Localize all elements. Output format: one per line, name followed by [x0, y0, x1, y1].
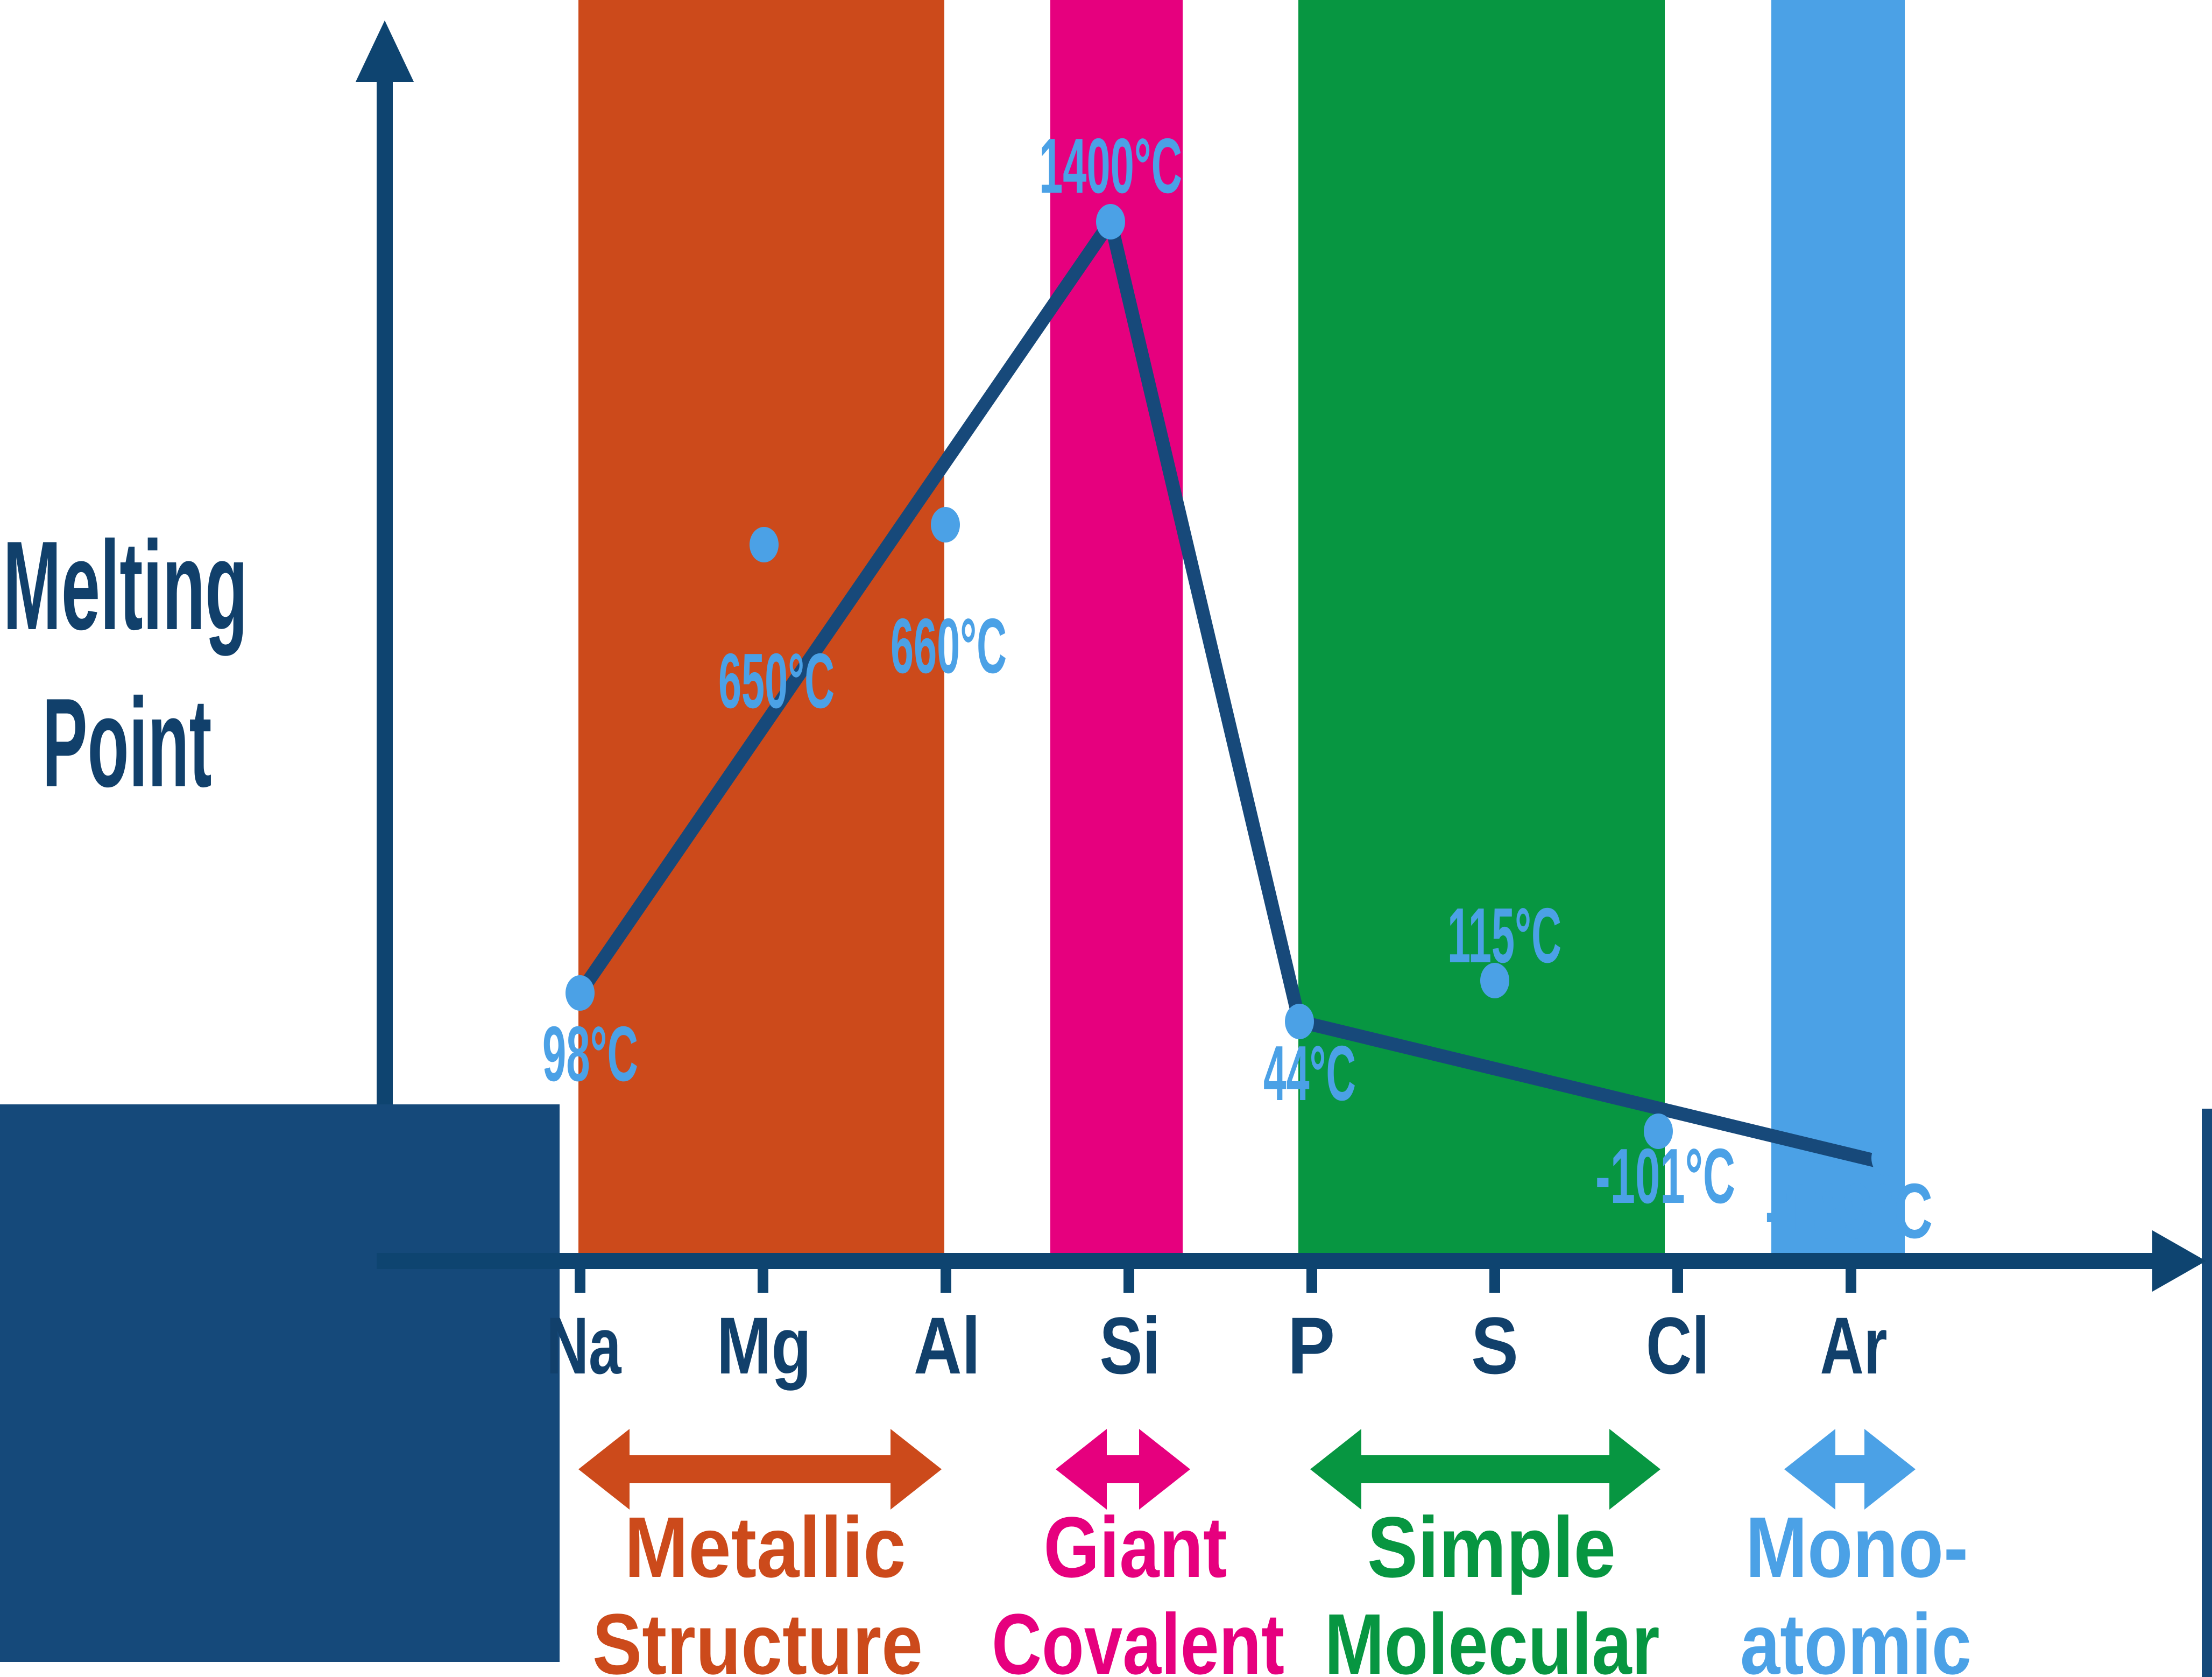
- tick-cl: [1672, 1269, 1683, 1293]
- legend-metallic-line2: Structure: [592, 1596, 923, 1677]
- y-axis-title-line1: Melting: [3, 515, 248, 656]
- data-point-cl: [1644, 1114, 1673, 1149]
- legend-molecular-line2: Molecular: [1325, 1596, 1660, 1677]
- y-axis-title: Melting Point: [3, 515, 248, 813]
- tick-s: [1489, 1269, 1500, 1293]
- element-label-ar: Ar: [1820, 1300, 1888, 1391]
- data-point-si: [1096, 204, 1125, 239]
- tick-na: [575, 1269, 585, 1293]
- tick-si: [1123, 1269, 1134, 1293]
- trend-line: [574, 205, 1896, 1172]
- x-axis-ticks: [575, 1269, 1856, 1293]
- y-axis-title-line2: Point: [43, 672, 212, 813]
- element-label-si: Si: [1100, 1300, 1161, 1391]
- y-axis-line: [377, 70, 393, 1259]
- point-labels: 98°C 650°C 660°C 1400°C 44°C 115°C -101°…: [542, 122, 1933, 1255]
- metallic-range-arrow-icon: [578, 1429, 942, 1510]
- y-axis-arrowhead-icon: [356, 20, 414, 82]
- element-labels: Na Mg Al Si P S Cl Ar: [547, 1300, 1888, 1391]
- label-ar-minus189c: -189°C: [1765, 1167, 1933, 1255]
- y-axis: [356, 20, 414, 1259]
- bottom-right-edge-strip: [2202, 1109, 2212, 1677]
- x-axis-arrowhead-icon: [2152, 1230, 2206, 1292]
- x-axis-line: [377, 1253, 2174, 1269]
- legend-labels: Metallic Structure Giant Covalent Simple…: [592, 1499, 1971, 1677]
- band-metallic-structure: [578, 0, 944, 1254]
- legend-covalent-line1: Giant: [1044, 1499, 1227, 1595]
- label-na-98c: 98°C: [542, 1010, 638, 1097]
- legend-monoatomic-line2: atomic: [1740, 1596, 1971, 1677]
- label-mg-650c: 650°C: [718, 637, 835, 724]
- bottom-left-block: [0, 1104, 560, 1662]
- legend-molecular-line1: Simple: [1367, 1499, 1616, 1595]
- element-label-na: Na: [547, 1300, 622, 1391]
- legend-arrows: [578, 1429, 1916, 1510]
- element-label-al: Al: [914, 1300, 980, 1391]
- data-point-al: [931, 507, 960, 542]
- label-s-115c: 115°C: [1447, 892, 1561, 979]
- element-label-mg: Mg: [717, 1300, 811, 1391]
- data-points: [566, 204, 1900, 1176]
- simple-molecular-range-arrow-icon: [1310, 1429, 1660, 1510]
- band-mono-atomic: [1771, 0, 1905, 1254]
- label-p-44c: 44°C: [1263, 1030, 1356, 1117]
- label-cl-minus101c: -101°C: [1595, 1132, 1735, 1220]
- data-point-p: [1285, 1004, 1314, 1039]
- element-label-s: S: [1471, 1300, 1518, 1391]
- element-label-cl: Cl: [1646, 1300, 1709, 1391]
- label-si-1400c: 1400°C: [1039, 122, 1182, 209]
- mono-atomic-range-arrow-icon: [1784, 1429, 1916, 1510]
- data-point-ar: [1871, 1140, 1900, 1176]
- legend-metallic-line1: Metallic: [625, 1499, 906, 1595]
- data-point-s: [1480, 963, 1509, 998]
- element-label-p: P: [1288, 1300, 1335, 1391]
- legend-covalent-line2: Covalent: [992, 1596, 1284, 1677]
- tick-al: [941, 1269, 951, 1293]
- tick-p: [1306, 1269, 1317, 1293]
- giant-covalent-range-arrow-icon: [1056, 1429, 1190, 1510]
- data-point-mg: [750, 527, 779, 562]
- tick-ar: [1846, 1269, 1856, 1293]
- legend-monoatomic-line1: Mono-: [1745, 1499, 1968, 1595]
- data-point-na: [566, 975, 595, 1011]
- label-al-660c: 660°C: [891, 602, 1007, 689]
- tick-mg: [758, 1269, 768, 1293]
- band-simple-molecular: [1298, 0, 1665, 1254]
- structure-bands: [578, 0, 1905, 1254]
- x-axis: [377, 1230, 2206, 1293]
